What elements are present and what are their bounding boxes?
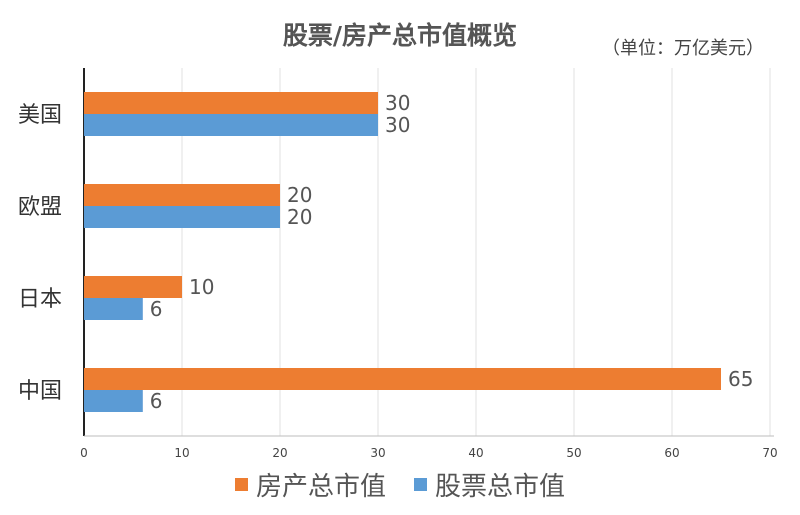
bar-3-1 [84,390,143,412]
bar-1-1 [84,206,280,228]
legend: 房产总市值 股票总市值 [0,466,800,503]
legend-swatch-series-1 [414,478,427,491]
data-label-2-0: 10 [189,275,214,299]
x-tick-label-5: 50 [566,446,581,460]
legend-item-series-0: 房产总市值 [234,466,386,503]
category-label-0: 美国 [18,103,62,128]
bar-2-1 [84,298,143,320]
data-label-1-1: 20 [287,205,312,229]
bar-2-0 [84,276,182,298]
data-label-0-0: 30 [385,91,410,115]
x-tick-label-4: 40 [468,446,483,460]
category-label-3: 中国 [18,379,62,404]
data-label-1-0: 20 [287,183,312,207]
x-tick-label-1: 10 [174,446,189,460]
x-tick-label-6: 60 [664,446,679,460]
unit-note: （单位：万亿美元） [602,38,764,59]
legend-item-series-1: 股票总市值 [414,466,565,503]
bar-3-0 [84,368,721,390]
legend-label-series-0: 房产总市值 [255,472,386,502]
x-tick-label-7: 70 [762,446,777,460]
data-label-0-1: 30 [385,113,410,137]
data-label-3-0: 65 [728,367,753,391]
x-tick-label-0: 0 [80,446,88,460]
chart-title: 股票/房产总市值概览 [282,21,518,50]
category-label-1: 欧盟 [18,195,62,220]
bar-0-1 [84,114,378,136]
data-label-2-1: 6 [150,297,163,321]
x-tick-label-3: 30 [370,446,385,460]
category-label-2: 日本 [18,287,62,312]
bar-1-0 [84,184,280,206]
bar-0-0 [84,92,378,114]
legend-label-series-1: 股票总市值 [435,472,566,502]
legend-swatch-series-0 [234,478,248,491]
x-tick-label-2: 20 [272,446,287,460]
data-label-3-1: 6 [150,389,163,413]
